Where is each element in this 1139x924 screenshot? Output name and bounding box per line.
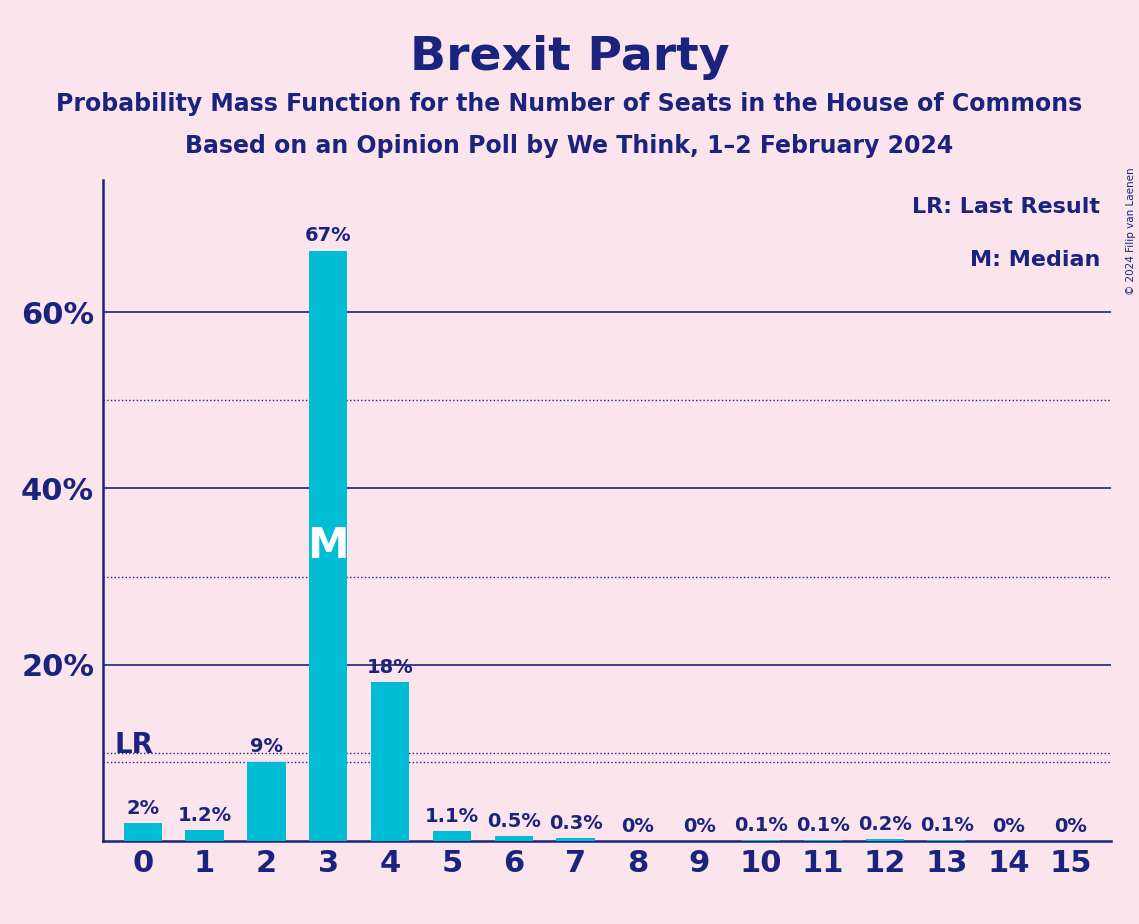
- Text: 2%: 2%: [126, 799, 159, 818]
- Bar: [433, 832, 472, 841]
- Text: LR: Last Result: LR: Last Result: [912, 197, 1100, 217]
- Text: 67%: 67%: [305, 226, 352, 246]
- Bar: [557, 838, 595, 841]
- Text: 0.2%: 0.2%: [858, 815, 911, 833]
- Bar: [494, 836, 533, 841]
- Text: 0.5%: 0.5%: [486, 812, 541, 832]
- Text: Probability Mass Function for the Number of Seats in the House of Commons: Probability Mass Function for the Number…: [56, 92, 1083, 116]
- Bar: [247, 761, 286, 841]
- Text: LR: LR: [115, 731, 154, 759]
- Text: Based on an Opinion Poll by We Think, 1–2 February 2024: Based on an Opinion Poll by We Think, 1–…: [186, 134, 953, 158]
- Bar: [123, 823, 162, 841]
- Bar: [371, 682, 409, 841]
- Text: M: Median: M: Median: [970, 249, 1100, 270]
- Bar: [866, 839, 904, 841]
- Text: 1.1%: 1.1%: [425, 807, 480, 826]
- Text: M: M: [308, 525, 349, 566]
- Text: 0.1%: 0.1%: [735, 816, 788, 834]
- Text: 18%: 18%: [367, 658, 413, 677]
- Bar: [309, 250, 347, 841]
- Text: 0.1%: 0.1%: [796, 816, 850, 834]
- Text: 0%: 0%: [992, 817, 1025, 835]
- Text: 0.1%: 0.1%: [919, 816, 974, 834]
- Bar: [186, 831, 223, 841]
- Text: Brexit Party: Brexit Party: [410, 35, 729, 80]
- Text: 0%: 0%: [1054, 817, 1087, 835]
- Text: 9%: 9%: [249, 737, 282, 756]
- Text: © 2024 Filip van Laenen: © 2024 Filip van Laenen: [1126, 167, 1136, 295]
- Text: 0.3%: 0.3%: [549, 814, 603, 833]
- Text: 0%: 0%: [683, 817, 715, 835]
- Text: 1.2%: 1.2%: [178, 806, 231, 825]
- Text: 0%: 0%: [621, 817, 654, 835]
